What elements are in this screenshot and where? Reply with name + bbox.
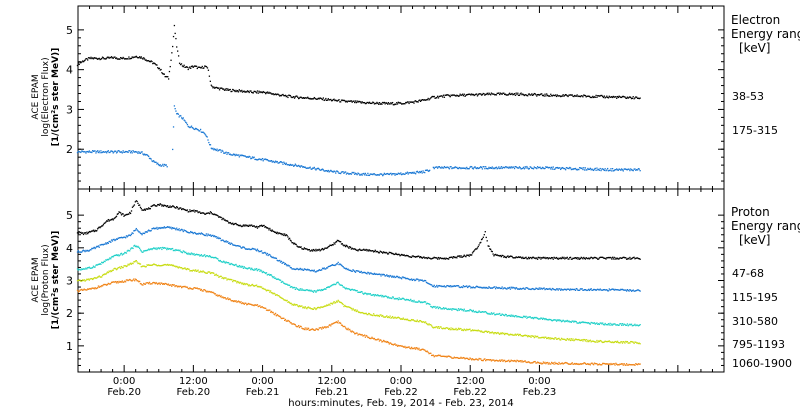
- y-tick-label-1-3: 3: [66, 275, 73, 288]
- proton-y-label-line3: [1/(cm²s ster MeV)]: [51, 231, 61, 330]
- legend-entry-1-47-68: 47-68: [732, 267, 764, 280]
- legend-entry-1-310-580: 310-580: [732, 315, 778, 328]
- series-1-795-1193: [76, 260, 641, 345]
- series-0-38-53: [76, 24, 641, 106]
- proton-legend-title-line1: Proton: [731, 205, 770, 219]
- x-tick-time-48: 0:00: [390, 376, 412, 387]
- x-tick-time-72: 0:00: [528, 376, 550, 387]
- series-0-175-315: [76, 105, 641, 177]
- legend-entry-0-175-315: 175-315: [732, 124, 778, 137]
- x-tick-time-24: 0:00: [251, 376, 273, 387]
- y-tick-label-0-3: 3: [66, 103, 73, 116]
- proton-legend-title-line3: [keV]: [739, 233, 770, 247]
- electron-y-label-line2: log(Electron Flux): [41, 57, 51, 136]
- plot-layer: 2 3 4 5 38-53 175-315 1 2 3 4 5 47-68 115-195 310-580…: [66, 6, 792, 398]
- series-1-310-580: [76, 244, 641, 327]
- electron-y-label-line1: ACE EPAM: [31, 74, 41, 119]
- series-1-47-68: [76, 200, 641, 260]
- electron-y-axis-label: ACE EPAM log(Electron Flux) [1/(cm²s ste…: [31, 48, 61, 147]
- x-tick-date-60: Feb.22: [453, 387, 487, 398]
- legend-entry-0-38-53: 38-53: [732, 90, 764, 103]
- y-tick-label-1-1: 1: [66, 340, 73, 353]
- legend-entry-1-795-1193: 795-1193: [732, 338, 785, 351]
- x-tick-date-0: Feb.20: [107, 387, 141, 398]
- y-tick-label-1-4: 4: [66, 242, 73, 255]
- electron-legend-title-line3: [keV]: [739, 41, 770, 55]
- x-tick-date-24: Feb.21: [246, 387, 280, 398]
- x-tick-date-12: Feb.20: [177, 387, 211, 398]
- y-tick-label-0-4: 4: [66, 64, 73, 77]
- proton-y-label-line1: ACE EPAM: [31, 257, 41, 302]
- x-tick-date-72: Feb.23: [523, 387, 557, 398]
- x-tick-date-48: Feb.22: [384, 387, 418, 398]
- electron-legend-title-line2: Energy range: [731, 27, 800, 41]
- proton-legend-title-line2: Energy range: [731, 219, 800, 233]
- series-1-115-195: [76, 226, 641, 292]
- x-tick-time-60: 12:00: [456, 376, 485, 387]
- proton-y-label-line2: log(Proton Flux): [41, 244, 51, 315]
- electron-legend-title-line1: Electron: [731, 13, 780, 27]
- y-tick-label-1-2: 2: [66, 307, 73, 320]
- y-tick-label-1-5: 5: [66, 209, 73, 222]
- electron-y-label-line3: [1/(cm²s ster MeV)]: [51, 48, 61, 147]
- legend-entry-1-1060-1900: 1060-1900: [732, 357, 792, 370]
- proton-legend: Proton Energy range [keV]: [731, 205, 800, 247]
- x-tick-time-12: 12:00: [179, 376, 208, 387]
- proton-y-axis-label: ACE EPAM log(Proton Flux) [1/(cm²s ster …: [31, 231, 61, 330]
- x-tick-time-0: 0:00: [113, 376, 135, 387]
- electron-legend: Electron Energy range [keV]: [731, 13, 800, 55]
- x-tick-time-36: 12:00: [317, 376, 346, 387]
- x-axis-title: hours:minutes, Feb. 19, 2014 - Feb. 23, …: [288, 398, 513, 409]
- x-tick-date-36: Feb.21: [315, 387, 349, 398]
- proton-panel-frame: [77, 188, 725, 373]
- series-1-1060-1900: [76, 278, 641, 366]
- y-tick-label-0-5: 5: [66, 24, 73, 37]
- y-tick-label-0-2: 2: [66, 143, 73, 156]
- legend-entry-1-115-195: 115-195: [732, 291, 778, 304]
